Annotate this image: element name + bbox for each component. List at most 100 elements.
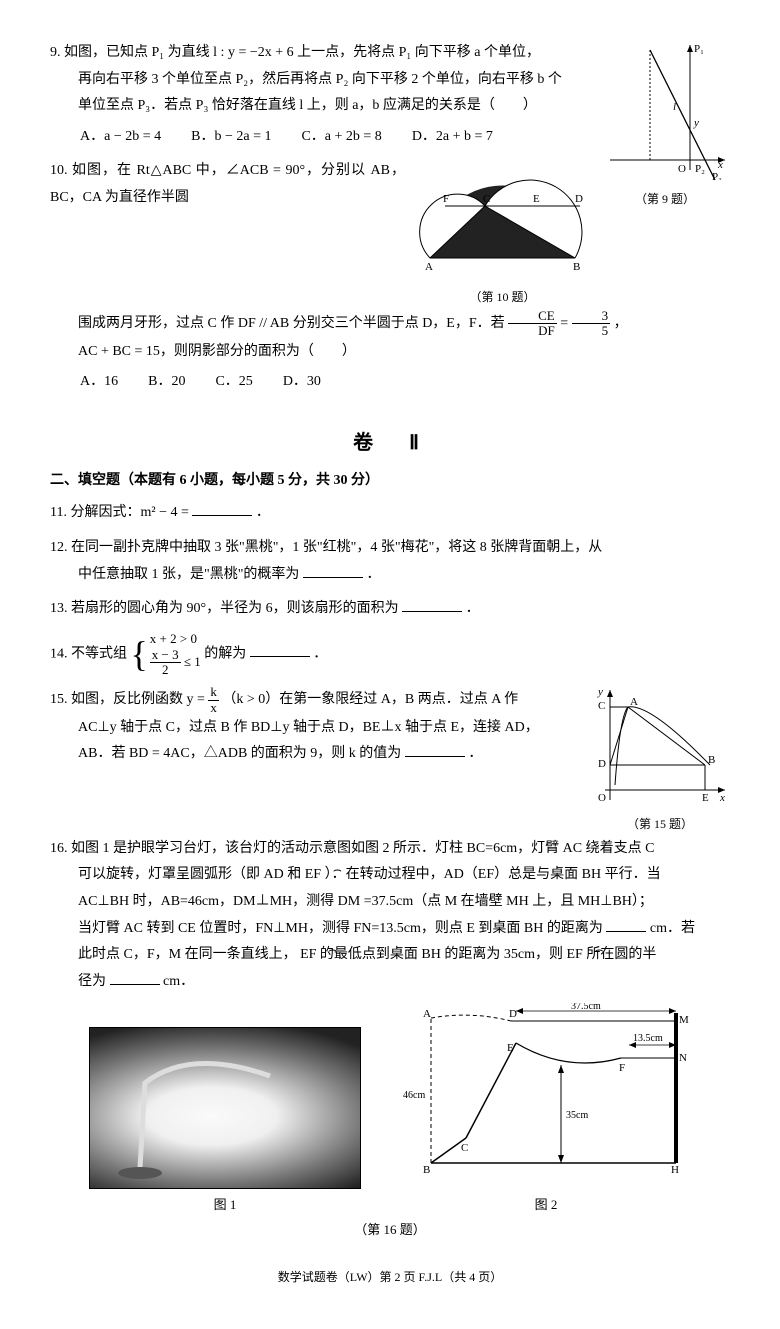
frac-3-5: 35 — [572, 309, 611, 339]
35-arrow-up — [558, 1065, 564, 1073]
q16-num: 16. — [50, 841, 68, 856]
d-35: 35cm — [566, 1110, 588, 1121]
problem-16: 16. 如图 1 是护眼学习台灯，该台灯的活动示意图如图 2 所示．灯柱 BC=… — [50, 836, 730, 1243]
q14-fn: x − 3 — [150, 648, 181, 663]
l15-O: O — [598, 792, 606, 804]
d-M: M — [679, 1014, 689, 1026]
juan-2-header: 卷 Ⅱ — [50, 424, 730, 462]
q10-line3: AC + BC = 15，则阴影部分的面积为（ ） — [50, 339, 356, 366]
label-E: E — [533, 193, 540, 205]
q14-texta: 不等式组 — [71, 646, 131, 661]
q14-ineq2t: ≤ 1 — [181, 653, 201, 668]
q12-line2: 中任意抽取 1 张，是"黑桃"的概率为 ． — [50, 562, 380, 589]
q10-optD: D．30 — [283, 369, 321, 396]
arc-ad: AD — [264, 867, 284, 882]
problem-12: 12. 在同一副扑克牌中抽取 3 张"黑桃"，1 张"红桃"，4 张"梅花"，将… — [50, 535, 730, 588]
q15-line3: AB．若 BD = 4AC，△ADB 的面积为 9，则 k 的值为 ． — [50, 741, 482, 768]
lamp-photo — [89, 1027, 361, 1189]
arc-ef3: EF — [566, 947, 582, 962]
q16-figures: 图 1 — [50, 1003, 730, 1217]
q15-line1b: （k > 0）在第一象限经过 A，B 两点．过点 A 作 — [222, 692, 518, 707]
q14-frac: x − 32 — [150, 648, 181, 678]
frac-d1: DF — [508, 324, 557, 338]
q9-optA: A．a − 2b = 4 — [80, 124, 161, 151]
q16-line5: 此时点 C，F，M 在同一条直线上， EF 的最低点到桌面 BH 的距离为 35… — [50, 942, 656, 969]
curve15 — [615, 707, 710, 785]
d-A: A — [423, 1008, 431, 1020]
q15-svg: A B C D E O x y — [590, 685, 730, 805]
q16-l5b: 的最低点到桌面 BH 的距离为 35cm，则 — [320, 947, 567, 962]
q10-svg: A B C D F E — [415, 158, 590, 278]
q9-options: A．a − 2b = 4 B．b − 2a = 1 C．a + 2b = 8 D… — [80, 124, 590, 151]
l15-B: B — [708, 754, 715, 766]
q9-line2: 再向右平移 3 个单位至点 P₂，然后再将点 P₂ 向下平移 2 个单位，向右平… — [50, 67, 562, 94]
q15-line1a: 如图，反比例函数 y = — [71, 692, 208, 707]
y-arrow — [687, 45, 693, 52]
q9-optD: D．2a + b = 7 — [412, 124, 493, 151]
arc-ad — [431, 1015, 511, 1021]
section-2-title: 二、填空题（本题有 6 小题，每小题 5 分，共 30 分） — [50, 468, 730, 495]
q15-fn: k — [208, 685, 219, 700]
q10-figure-caption: （第 10 题） — [415, 286, 590, 309]
q11-text: 分解因式：m² − 4 = — [70, 505, 192, 520]
q12-line2-text: 中任意抽取 1 张，是"黑桃"的概率为 — [78, 567, 299, 582]
label-D: D — [575, 193, 583, 205]
q10-optC: C．25 — [215, 369, 252, 396]
problem-14: 14. 不等式组 { x + 2 > 0 x − 32 ≤ 1 的解为 ． — [50, 631, 730, 677]
problem-13: 13. 若扇形的圆心角为 90°，半径为 6，则该扇形的面积为 ． — [50, 596, 730, 623]
q10-line2b: ， — [614, 316, 628, 331]
35-arrow-dn — [558, 1155, 564, 1163]
ab-line15 — [628, 707, 705, 765]
q12-blank — [303, 563, 363, 578]
label-p1: P₁ — [694, 43, 704, 55]
frac-d2: 5 — [572, 324, 611, 338]
q13-text: 若扇形的圆心角为 90°，半径为 6，则该扇形的面积为 — [71, 601, 399, 616]
d-B: B — [423, 1164, 430, 1176]
q10-options: A．16 B．20 C．25 D．30 — [80, 369, 730, 396]
figure-q10: A B C D F E （第 10 题） — [415, 158, 590, 309]
label-F: F — [443, 193, 449, 205]
q10-line2: 围成两月牙形，过点 C 作 DF // AB 分别交三个半圆于点 D，E，F．若… — [50, 309, 628, 339]
q10-optB: B．20 — [148, 369, 185, 396]
label-A: A — [425, 261, 433, 273]
q13-blank — [402, 597, 462, 612]
lamp-base — [118, 1167, 162, 1179]
arc-ef2: EF — [300, 947, 316, 962]
q16-caption: （第 16 题） — [50, 1218, 730, 1243]
q14-ineq1: x + 2 > 0 — [150, 631, 197, 646]
q14-blank — [250, 642, 310, 657]
q16-line1: 如图 1 是护眼学习台灯，该台灯的活动示意图如图 2 所示．灯柱 BC=6cm，… — [71, 841, 654, 856]
q16-l4: 当灯臂 AC 转到 CE 位置时，FN⊥MH，测得 FN=13.5cm，则点 E… — [78, 921, 603, 936]
problem-11: 11. 分解因式：m² − 4 = ． — [50, 500, 730, 527]
l15-y: y — [597, 686, 603, 698]
d-375: 37.5cm — [571, 1003, 601, 1012]
q12-line1: 在同一副扑克牌中抽取 3 张"黑桃"，1 张"红桃"，4 张"梅花"，将这 8 … — [71, 540, 602, 555]
q14-brace: { x + 2 > 0 x − 32 ≤ 1 — [131, 631, 201, 677]
label-C: C — [483, 193, 490, 205]
fig2-caption: 图 2 — [401, 1193, 691, 1218]
dim-37-al — [516, 1008, 523, 1014]
q10-text: 10. 如图，在 Rt△ABC 中，∠ACB = 90°，分别以 AB，BC，C… — [50, 158, 730, 365]
q16-blank2 — [110, 970, 160, 985]
frac-n1: CE — [508, 309, 557, 324]
label-B: B — [573, 261, 580, 273]
l15-D: D — [598, 758, 606, 770]
q10-line2a: 围成两月牙形，过点 C 作 DF // AB 分别交三个半圆于点 D，E，F．若 — [78, 316, 508, 331]
fig2-wrap: A B C D E F H M N 46cm 37.5cm 13.5cm 35c… — [401, 1003, 691, 1217]
problem-15: A B C D E O x y （第 15 题） 15. 如图，反比例函数 y … — [50, 685, 730, 768]
frac-n2: 3 — [572, 309, 611, 324]
page-footer: 数学试题卷（LW）第 2 页 F.J.L（共 4 页） — [50, 1266, 730, 1289]
q9-optB: B．b − 2a = 1 — [191, 124, 271, 151]
q16-l6b: cm． — [163, 974, 194, 989]
q16-l6: 径为 — [78, 974, 106, 989]
q16-line6: 径为 cm． — [50, 969, 194, 996]
lamp-arm — [140, 1064, 270, 1168]
l15-C: C — [598, 700, 605, 712]
lamp-svg — [90, 1028, 360, 1188]
label-l: l — [673, 101, 676, 113]
brace-content: x + 2 > 0 x − 32 ≤ 1 — [150, 631, 201, 677]
ad-line — [610, 707, 628, 765]
d-135: 13.5cm — [633, 1033, 663, 1044]
q10-line1: 如图，在 Rt△ABC 中，∠ACB = 90°，分别以 AB，BC，CA 为直… — [50, 163, 405, 205]
q16-line2: 可以旋转，灯罩呈圆弧形（即 AD 和 EF ）．在转动过程中，AD（EF）总是与… — [50, 862, 661, 889]
